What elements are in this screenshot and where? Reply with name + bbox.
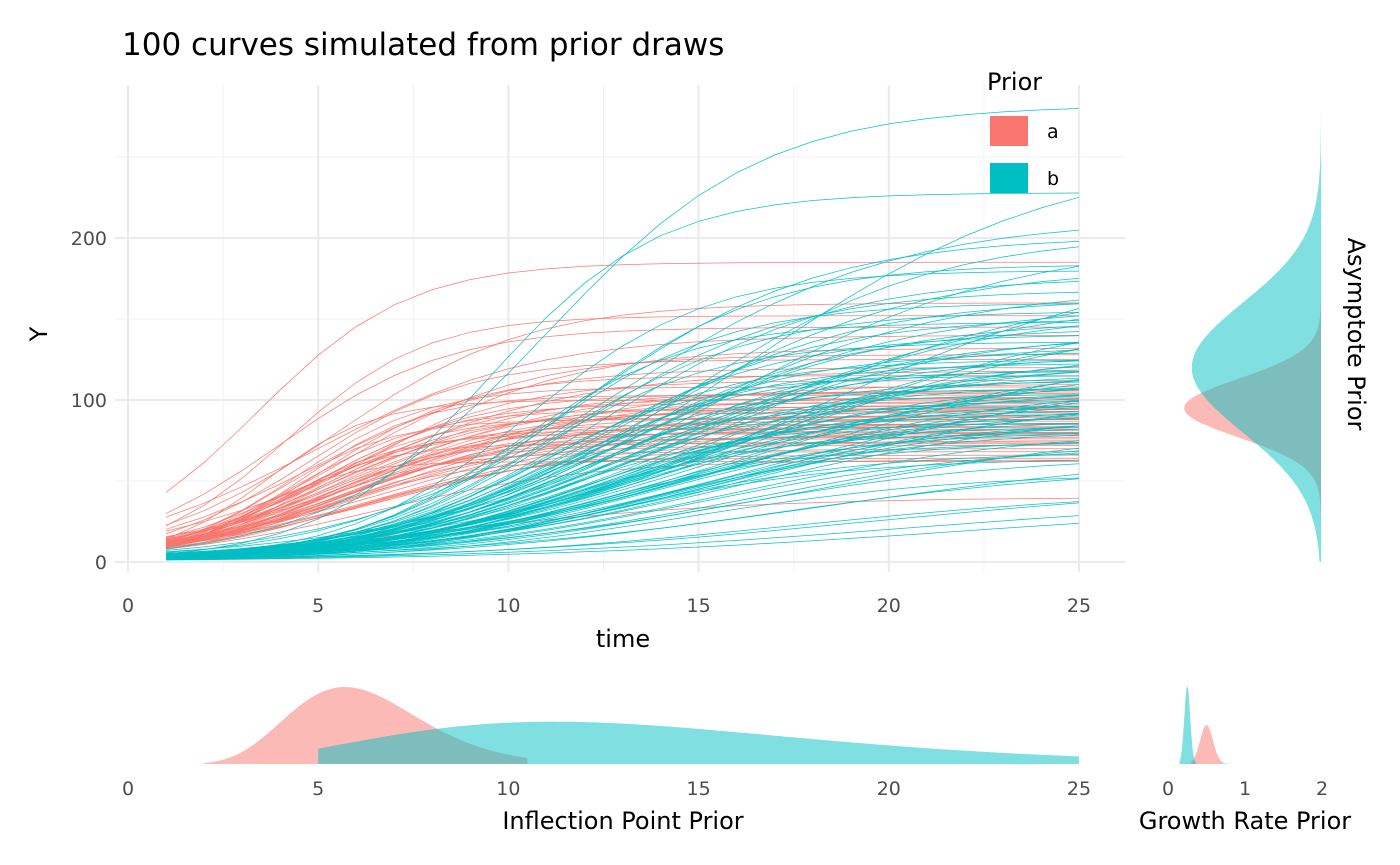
asymptote-axis-label: Asymptote Prior [1342, 238, 1370, 431]
inflection-x-tick: 25 [1067, 778, 1091, 800]
curve-b [165, 434, 1080, 559]
growth-x-tick: 1 [1239, 778, 1251, 800]
curve-b [165, 477, 1080, 561]
curve-b [165, 433, 1080, 560]
curve-a [165, 412, 1079, 545]
curve-b [165, 478, 1080, 560]
inflection-density-panel: 0 5 10 15 20 25 Inflection Point Prior [122, 687, 1091, 835]
curve-b [165, 398, 1080, 559]
curve-b [165, 192, 1080, 555]
y-tick-label: 0 [95, 552, 107, 574]
asymptote-density-area-b [1191, 105, 1321, 562]
curve-a [165, 347, 1080, 539]
curve-a [165, 451, 1079, 549]
growth-x-tick: 2 [1316, 778, 1328, 800]
curve-b [165, 459, 1080, 560]
curve-b [165, 423, 1080, 560]
growth-density-panel: 0 1 2 Growth Rate Prior [1139, 686, 1351, 835]
curve-b [165, 414, 1080, 560]
x-tick-label: 10 [496, 595, 520, 617]
x-tick-label: 25 [1067, 595, 1091, 617]
curve-b [165, 108, 1080, 549]
curve-a [165, 411, 1079, 547]
series-a-curves [165, 261, 1080, 554]
curve-a [165, 261, 1079, 493]
curve-b [165, 371, 1080, 559]
series-b-curves [165, 108, 1080, 561]
curve-b [165, 454, 1080, 560]
curve-b [165, 312, 1080, 557]
curve-b [165, 406, 1080, 560]
main-x-tick-labels: 0 5 10 15 20 25 [122, 595, 1091, 617]
curve-b [165, 241, 1080, 553]
curve-a [165, 401, 1079, 541]
inflection-x-tick: 20 [877, 778, 901, 800]
y-axis-label: Y [25, 326, 53, 342]
curve-b [165, 341, 1080, 559]
legend-title: Prior [987, 68, 1042, 96]
curve-b [165, 522, 1080, 561]
curve-b [165, 335, 1080, 557]
curve-b [165, 315, 1080, 555]
curve-a [165, 359, 1079, 535]
curve-b [165, 270, 1080, 558]
legend-key-a [990, 116, 1028, 146]
curve-b [165, 406, 1080, 558]
growth-x-tick: 0 [1162, 778, 1174, 800]
inflection-x-tick: 0 [122, 778, 134, 800]
legend: Prior a b [987, 68, 1059, 193]
inflection-x-tick: 5 [312, 778, 324, 800]
curve-a [165, 354, 1079, 538]
curve-b [165, 442, 1080, 560]
growth-density-areas [1179, 686, 1230, 764]
curve-b [165, 229, 1080, 551]
curve-a [165, 386, 1079, 543]
inflection-x-tick: 15 [687, 778, 711, 800]
growth-density-area-b [1179, 686, 1198, 764]
legend-key-b [990, 163, 1028, 193]
curve-b [165, 375, 1080, 560]
curve-b [165, 322, 1080, 559]
inflection-density-areas [204, 687, 1079, 764]
legend-label-b: b [1047, 168, 1059, 190]
curve-b [165, 320, 1080, 558]
x-tick-label: 0 [122, 595, 134, 617]
curve-b [165, 515, 1080, 560]
asymptote-density-panel: Asymptote Prior [1184, 105, 1370, 562]
curve-b [165, 502, 1080, 560]
x-tick-label: 5 [312, 595, 324, 617]
curve-a [165, 367, 1079, 530]
curve-a [165, 315, 1079, 527]
x-axis-label: time [596, 625, 650, 653]
x-tick-label: 20 [877, 595, 901, 617]
y-tick-label: 100 [71, 390, 107, 412]
main-y-tick-labels: 0 100 200 [71, 228, 107, 574]
curve-a [165, 335, 1080, 518]
inflection-x-tick: 10 [496, 778, 520, 800]
inflection-x-tick-labels: 0 5 10 15 20 25 [122, 778, 1091, 800]
growth-density-area-a [1191, 725, 1230, 764]
curve-b [165, 443, 1080, 560]
growth-x-tick-labels: 0 1 2 [1162, 778, 1328, 800]
legend-label-a: a [1047, 121, 1059, 143]
chart-title: 100 curves simulated from prior draws [122, 27, 724, 63]
curve-a [165, 419, 1079, 544]
curve-a [165, 417, 1079, 549]
curve-a [165, 409, 1079, 543]
inflection-axis-label: Inflection Point Prior [502, 807, 743, 835]
density-area-b [318, 721, 1079, 764]
curve-a [165, 461, 1079, 548]
curve-a [165, 399, 1079, 540]
curve-b [165, 463, 1080, 560]
curve-b [165, 388, 1080, 559]
curve-b [165, 363, 1080, 559]
y-tick-label: 200 [71, 228, 107, 250]
main-panel: 0 5 10 15 20 25 0 100 200 time Y [25, 85, 1125, 653]
x-tick-label: 15 [687, 595, 711, 617]
growth-axis-label: Growth Rate Prior [1139, 807, 1351, 835]
asymptote-density-areas [1184, 105, 1321, 562]
curve-a [165, 326, 1079, 514]
